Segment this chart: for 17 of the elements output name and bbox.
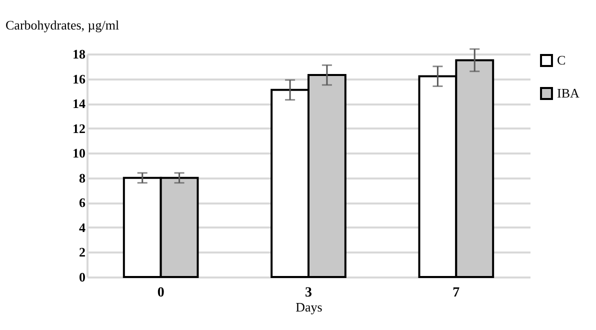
legend-label: IBA <box>557 86 580 100</box>
y-tick-label: 0 <box>79 270 86 284</box>
y-tick-label: 16 <box>72 71 86 86</box>
x-tick-label: 3 <box>305 286 312 300</box>
x-axis-title: Days <box>296 300 322 314</box>
legend-label: C <box>557 52 566 68</box>
x-tick-label: 0 <box>157 286 164 300</box>
y-tick-label: 18 <box>72 46 86 62</box>
y-tick-label: 12 <box>72 120 86 136</box>
y-tick-label: 14 <box>72 96 86 112</box>
y-axis-title: Carbohydrates, µg/ml <box>6 18 120 32</box>
y-tick-label: 6 <box>79 195 86 210</box>
y-tick-label: 8 <box>79 170 86 186</box>
y-tick-label: 2 <box>79 244 86 260</box>
y-tick-label: 10 <box>72 146 86 161</box>
x-tick-label: 7 <box>452 286 460 300</box>
y-tick-label: 4 <box>79 220 86 235</box>
